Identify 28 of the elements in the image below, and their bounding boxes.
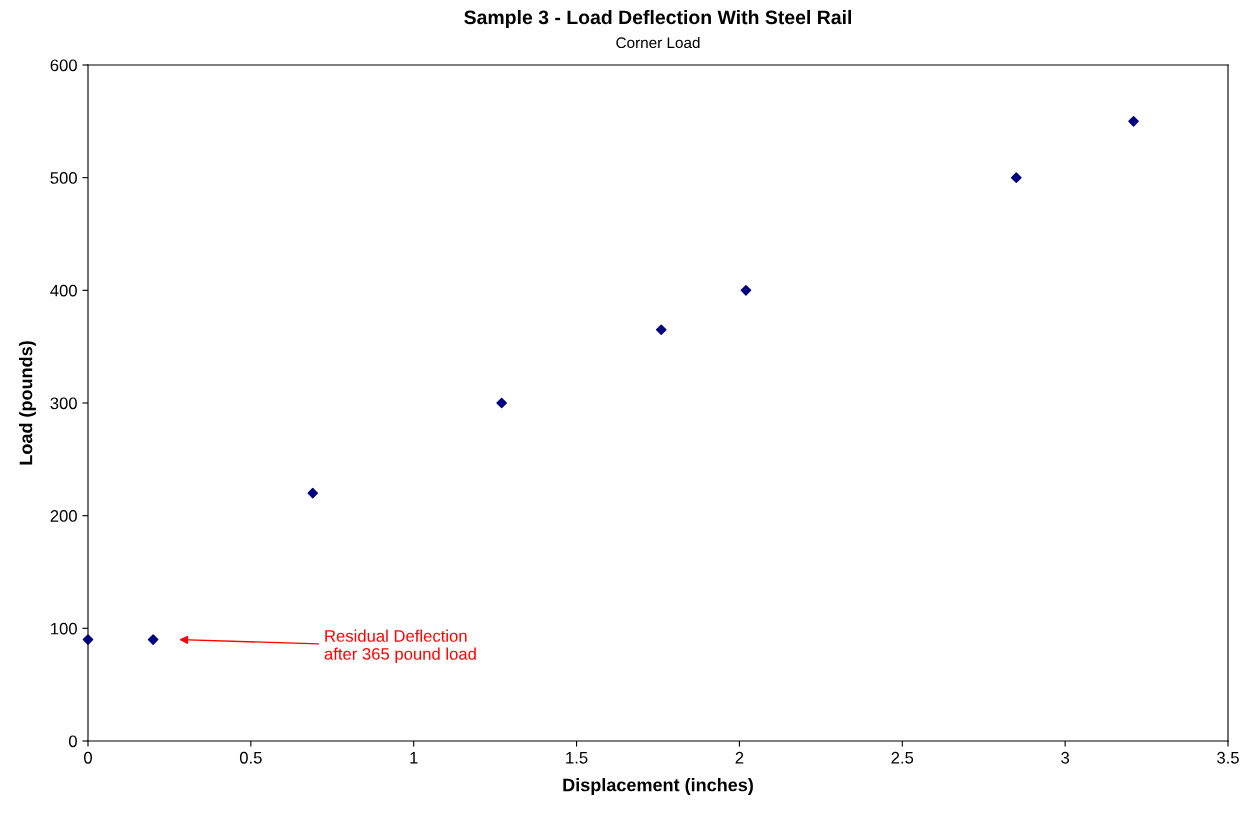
x-tick-label: 3.5: [1217, 751, 1239, 764]
point: [82, 634, 94, 645]
x-tick-label: 3: [1061, 751, 1070, 764]
x-tick-label: 1.5: [566, 752, 588, 764]
point: [147, 634, 159, 645]
y-tick-label: 100: [51, 622, 77, 635]
point: [307, 487, 319, 499]
point: [1010, 172, 1022, 183]
chart-subtitle: Corner Load: [616, 36, 700, 49]
point: [1128, 116, 1139, 127]
y-axis-title: Load (pounds): [19, 341, 36, 465]
x-tick-label: 0.5: [239, 751, 262, 764]
x-tick-label: 2.5: [891, 751, 914, 764]
x-tick-label: 1: [410, 752, 418, 764]
point: [655, 324, 667, 336]
y-tick-label: 0: [68, 735, 77, 748]
x-tick-label: 0: [84, 751, 92, 764]
y-tick-label: 600: [50, 59, 77, 72]
point: [740, 285, 752, 296]
y-tick-label: 200: [50, 510, 77, 522]
point: [496, 397, 507, 409]
y-tick-label: 500: [50, 172, 77, 184]
x-tick-label: 2: [735, 751, 744, 764]
chart-title: Sample 3 - Load Deflection With Steel Rail: [464, 9, 852, 29]
y-tick-label: 400: [50, 284, 77, 297]
y-tick-label: 300: [50, 397, 77, 410]
annotation: Residual Deflection after 365 pound load: [324, 629, 476, 664]
x-axis-title: Displacement (inches): [563, 778, 753, 795]
